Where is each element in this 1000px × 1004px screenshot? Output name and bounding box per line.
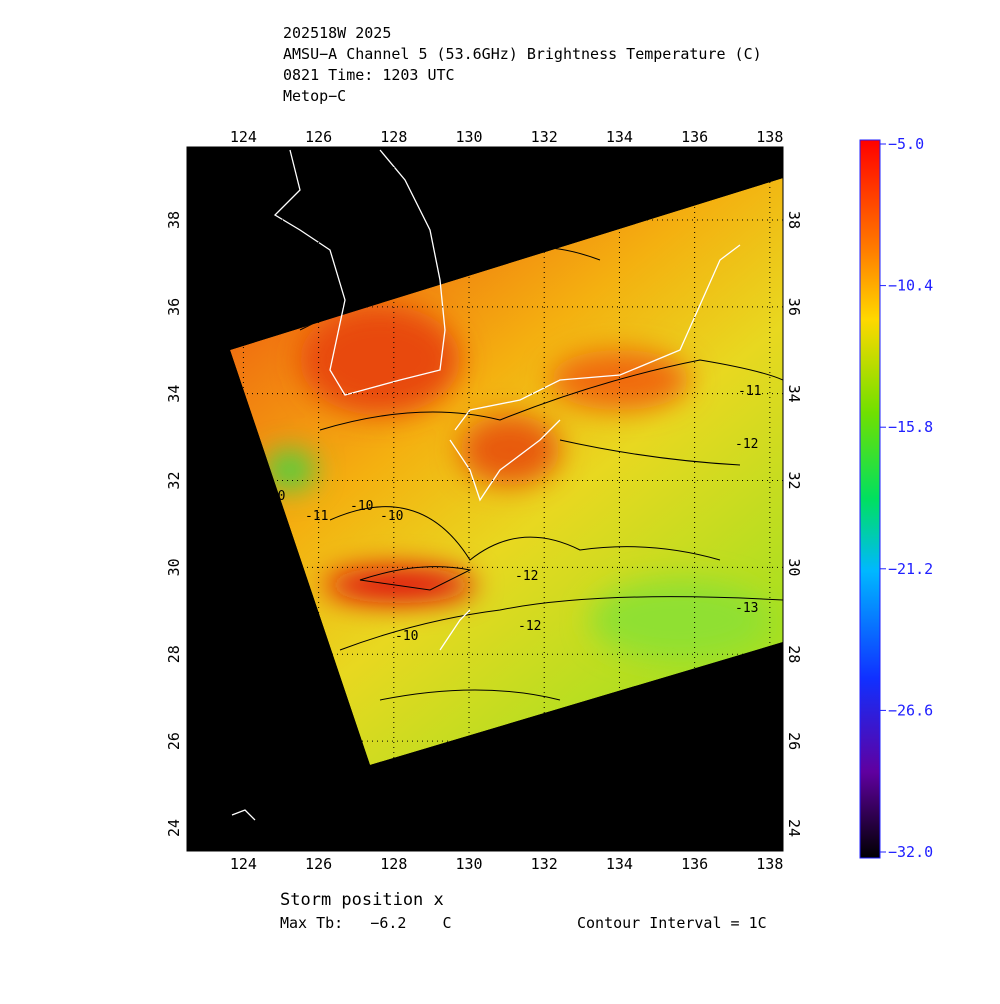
lon-label: 126 (305, 855, 332, 873)
swath (230, 178, 783, 765)
contour-label: -11 (305, 509, 328, 524)
lat-label: 28 (785, 645, 803, 663)
title-line: Metop−C (283, 87, 346, 105)
lon-label: 124 (230, 855, 257, 873)
lat-label: 24 (165, 819, 183, 837)
footer: Storm position x Max Tb: −6.2 C Contour … (280, 890, 767, 932)
lat-label: 34 (785, 385, 803, 403)
contour-label: -10 (350, 499, 373, 514)
lat-label: 32 (785, 472, 803, 490)
contour-label: -11 (738, 384, 761, 399)
colorbar-label: −32.0 (888, 843, 933, 861)
lon-label: 128 (380, 855, 407, 873)
lon-label: 138 (756, 128, 783, 146)
map-labels: 124 124 126 126 128 128 130 130 132 132 134 134 136 1… (165, 128, 803, 873)
lat-label: 28 (165, 645, 183, 663)
lat-label: 26 (785, 732, 803, 750)
lon-label: 134 (606, 128, 633, 146)
max-tb: Max Tb: −6.2 C (280, 914, 452, 932)
lon-label: 124 (230, 128, 257, 146)
contour-label: -13 (735, 601, 758, 616)
colorbar-label: −10.4 (888, 277, 933, 295)
colorbar-label: −26.6 (888, 701, 933, 719)
coastline (231, 149, 741, 821)
colorbar-label: −21.2 (888, 560, 933, 578)
lon-label: 136 (681, 128, 708, 146)
lat-label: 32 (165, 472, 183, 490)
lat-label: 26 (165, 732, 183, 750)
lon-label: 134 (606, 855, 633, 873)
lon-label: 132 (531, 128, 558, 146)
colorbar-labels: −5.0 −10.4 −15.8 −21.2 −26.6 −32.0 (880, 135, 933, 861)
contour-label: -12 (735, 437, 758, 452)
lon-label: 136 (681, 855, 708, 873)
lon-label: 126 (305, 128, 332, 146)
lat-label: 36 (165, 298, 183, 316)
lon-label: 130 (455, 128, 482, 146)
colorbar (859, 139, 881, 859)
contour-interval: Contour Interval = 1C (577, 914, 767, 932)
lon-label: 128 (380, 128, 407, 146)
map-frame (186, 146, 784, 852)
contour-label: -10 (380, 509, 403, 524)
lat-label: 34 (165, 385, 183, 403)
colorbar-label: −5.0 (888, 135, 924, 153)
colorbar-label: −15.8 (888, 418, 933, 436)
lon-label: 138 (756, 855, 783, 873)
contour-label: -10 (262, 489, 285, 504)
contour-label: -10 (395, 629, 418, 644)
contour-label: -12 (518, 619, 541, 634)
storm-position: Storm position x (280, 890, 444, 910)
lat-label: 30 (165, 558, 183, 576)
title-line: 202518W 2025 (283, 24, 391, 42)
title-line: AMSU−A Channel 5 (53.6GHz) Brightness Te… (283, 45, 762, 63)
lat-label: 36 (785, 298, 803, 316)
lon-label: 132 (531, 855, 558, 873)
contour-label: -12 (515, 569, 538, 584)
lat-label: 30 (785, 558, 803, 576)
lat-label: 38 (785, 211, 803, 229)
lat-label: 24 (785, 819, 803, 837)
header: 202518W 2025 AMSU−A Channel 5 (53.6GHz) … (283, 24, 762, 105)
lon-label: 130 (455, 855, 482, 873)
lat-label: 38 (165, 211, 183, 229)
title-line: 0821 Time: 1203 UTC (283, 66, 455, 84)
